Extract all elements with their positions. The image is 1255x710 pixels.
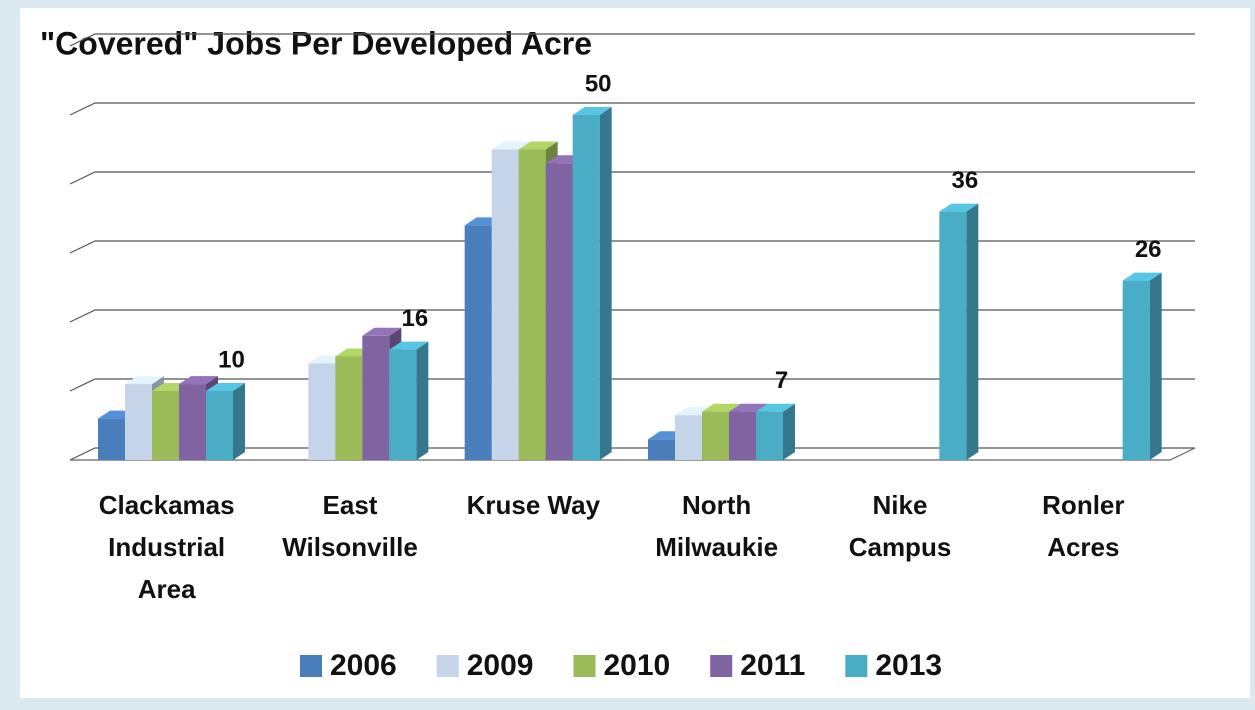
bar-front (648, 439, 675, 460)
bar-front (518, 149, 546, 460)
bar-side (233, 383, 245, 460)
bar-top (1122, 272, 1162, 281)
bar (572, 107, 612, 460)
bar-front (675, 415, 702, 460)
legend-swatch (845, 655, 868, 677)
bar-front (98, 418, 125, 460)
legend-swatch (710, 655, 733, 677)
bar-front (464, 225, 492, 460)
floor-edge (70, 447, 1196, 461)
bar (939, 203, 979, 460)
bar-side (783, 403, 795, 460)
bar-front (389, 349, 417, 460)
legend-label: 2010 (604, 649, 671, 682)
bar (389, 341, 429, 460)
bar (206, 383, 245, 460)
grid-line (69, 309, 1195, 323)
legend-swatch (300, 655, 322, 677)
x-tick-label: Nike Campus (848, 490, 952, 562)
data-label: 7 (775, 367, 788, 394)
bar-front (491, 149, 519, 460)
grid-line (69, 171, 1195, 185)
bar-top (572, 107, 612, 115)
x-tick-label: Kruse Way (466, 490, 601, 520)
legend-label: 2013 (875, 649, 942, 682)
chart-title: "Covered" Jobs Per Developed Acre (40, 25, 592, 61)
x-tick-label: Ronler Acres (1042, 490, 1125, 562)
bar-front (335, 356, 363, 460)
bar-front (362, 335, 390, 460)
bar (1122, 272, 1162, 460)
bar-top (206, 383, 245, 391)
bar-top (702, 403, 741, 412)
grid-line (69, 240, 1195, 254)
x-tick-label: North Milwaukie (655, 490, 779, 562)
bar-front (572, 115, 600, 460)
grid-line (69, 102, 1195, 116)
bar-top (756, 403, 795, 412)
data-label: 50 (585, 70, 612, 97)
bar-front (152, 391, 179, 460)
bar-side (599, 107, 612, 460)
bar (756, 403, 795, 460)
data-label: 36 (951, 167, 978, 194)
bar-front (939, 211, 967, 460)
bar-front (125, 384, 152, 460)
bar-top (729, 403, 768, 412)
bar-top (491, 141, 531, 150)
bar-top (389, 341, 429, 350)
bar-front (206, 391, 233, 460)
bar-front (545, 163, 573, 461)
bar-front (702, 411, 729, 460)
bar-side (1149, 272, 1162, 460)
x-tick-label: East Wilsonville (282, 490, 418, 562)
bar-top (518, 141, 558, 150)
data-label: 10 (218, 346, 245, 373)
bar-side (966, 203, 979, 460)
bar-front (179, 384, 206, 460)
grid-line (69, 447, 1195, 461)
legend-label: 2006 (330, 649, 397, 682)
data-label: 16 (401, 305, 428, 332)
legend-label: 2011 (740, 649, 805, 682)
bar-front (308, 363, 336, 460)
bar-side (416, 341, 429, 460)
x-tick-label: Clackamas Industrial Area (98, 490, 235, 604)
grid-line (69, 378, 1195, 392)
data-label: 26 (1135, 236, 1162, 263)
bar-front (1122, 280, 1150, 460)
chart-panel: Clackamas Industrial Area East Wilsonvill… (20, 8, 1250, 698)
bar-top (362, 327, 402, 336)
bar-front (756, 411, 783, 460)
bar-top (125, 376, 164, 385)
grid-line (69, 33, 1195, 47)
legend-label: 2009 (467, 649, 534, 682)
legend-swatch (573, 655, 596, 677)
legend-swatch (436, 655, 459, 677)
bar-top (939, 203, 979, 212)
bar-top (179, 376, 218, 385)
bar-front (729, 411, 756, 460)
